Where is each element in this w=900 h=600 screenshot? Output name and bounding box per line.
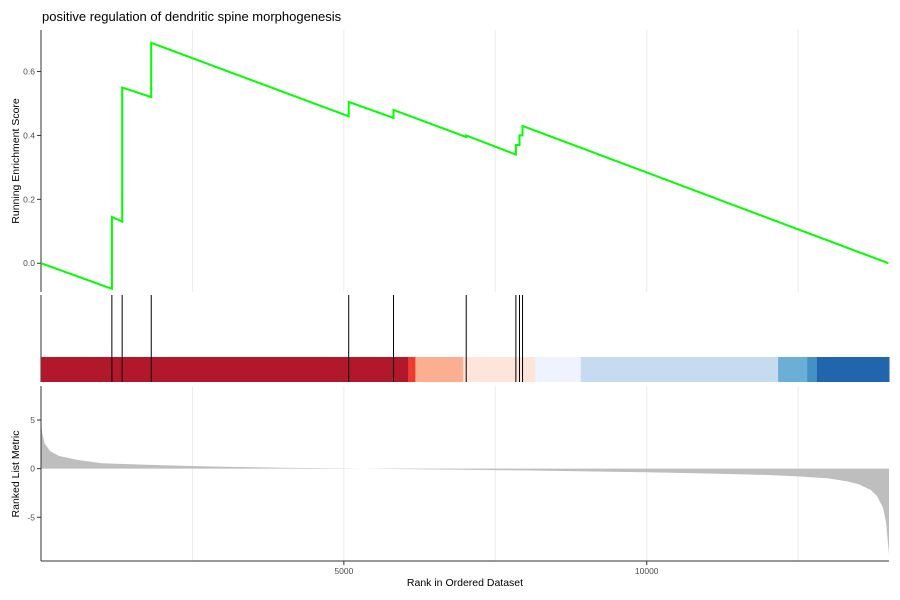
x-axis-label: Rank in Ordered Dataset (407, 577, 523, 589)
ranked-metric-y-label: Ranked List Metric (10, 431, 22, 518)
color-bar-segment (535, 357, 582, 382)
color-bar-segment (408, 357, 416, 382)
y-tick-label: 0 (30, 464, 35, 474)
running-score-line (40, 41, 889, 291)
y-tick-label: 0.6 (23, 67, 35, 77)
chart-title: positive regulation of dendritic spine m… (42, 9, 342, 24)
y-tick-label: -5 (27, 512, 35, 522)
rank-color-bar (41, 357, 890, 382)
color-bar-segment (463, 357, 536, 382)
ranked-metric-panel: 5 0 -5 Ranked List Metric 5000 10000 Rank i… (10, 386, 889, 589)
x-tick-label: 5000 (334, 566, 353, 576)
x-tick-label: 10000 (635, 566, 659, 576)
gene-hit-marks (111, 295, 524, 382)
y-tick-label: 0.4 (23, 130, 35, 140)
y-tick-label: 5 (30, 415, 35, 425)
ranked-metric-grid (191, 386, 799, 561)
color-bar-segment (415, 357, 464, 382)
running-score-y-label: Running Enrichment Score (10, 98, 22, 224)
color-bar-segment (807, 357, 818, 382)
x-ticks: 5000 10000 (334, 561, 659, 576)
hits-panel (40, 295, 890, 382)
ranked-metric-area (41, 423, 889, 555)
ranked-metric-y-ticks: 5 0 -5 (27, 415, 41, 522)
running-score-grid (191, 30, 799, 292)
color-bar-segment (778, 357, 808, 382)
color-bar-segment (580, 357, 779, 382)
running-score-panel: 0.0 0.2 0.4 0.6 Running Enrichment Score (10, 30, 889, 292)
y-tick-label: 0.2 (23, 194, 35, 204)
y-tick-label: 0.0 (23, 258, 35, 268)
color-bar-segment (41, 357, 409, 382)
color-bar-segment (816, 357, 890, 382)
running-score-y-ticks: 0.0 0.2 0.4 0.6 (23, 67, 41, 268)
